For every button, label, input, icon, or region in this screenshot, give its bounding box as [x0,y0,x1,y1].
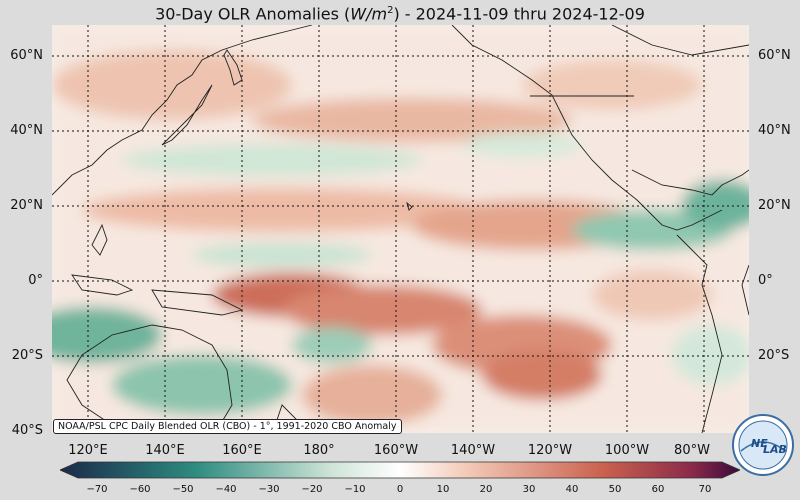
colorbar-tick: 0 [396,484,404,495]
data-source-note: NOAA/PSL CPC Daily Blended OLR (CBO) - 1… [53,419,402,434]
lon-label-120e: 120°E [68,443,108,458]
lon-label-140e: 140°E [145,443,185,458]
title-suffix: ) - 2024-11-09 thru 2024-12-09 [393,4,645,24]
anomaly-field [52,25,749,433]
lat-label-40n-left: 40°N [10,123,43,138]
colorbar-tick: −20 [301,484,323,495]
map-title: 30-Day OLR Anomalies (W/m2) - 2024-11-09… [0,0,800,24]
noaa-psl-logo-icon: NE LAB [732,414,794,476]
lon-label-120w: 120°W [527,443,573,458]
olr-anomaly-map [52,25,749,433]
lat-label-40n-right: 40°N [758,123,791,138]
lat-label-20n-left: 20°N [10,198,43,213]
colorbar-body [60,461,740,479]
colorbar-tick: −60 [129,484,151,495]
lat-label-60n-right: 60°N [758,48,791,63]
lon-label-80w: 80°W [674,443,710,458]
colorbar-tick: −10 [344,484,366,495]
colorbar-tick: 70 [698,484,712,495]
title-unit-power: 2 [387,5,394,16]
colorbar [60,461,740,479]
lat-label-20n-right: 20°N [758,198,791,213]
colorbar-tick: −50 [172,484,194,495]
coastlines [52,25,749,433]
logo-text-bottom: LAB [763,443,787,456]
lon-label-160w: 160°W [373,443,419,458]
map-canvas [52,25,749,433]
lon-label-180: 180° [303,443,335,458]
title-unit: W/m [350,4,388,24]
colorbar-tick: 60 [651,484,665,495]
graticule [52,25,749,433]
colorbar-tick: 40 [565,484,579,495]
lon-label-100w: 100°W [604,443,650,458]
lat-label-eq-left: 0° [28,273,43,288]
lon-label-140w: 140°W [450,443,496,458]
lat-label-40s-left: 40°S [11,423,43,438]
colorbar-tick: −70 [86,484,108,495]
colorbar-tick: −40 [215,484,237,495]
colorbar-tick: 10 [436,484,450,495]
lat-label-60n-left: 60°N [10,48,43,63]
colorbar-tick: 50 [608,484,622,495]
colorbar-tick: 30 [522,484,536,495]
colorbar-tick: −30 [258,484,280,495]
lat-label-eq-right: 0° [758,273,773,288]
logo-text-top: NE [751,437,768,450]
lat-label-20s-right: 20°S [758,348,790,363]
title-prefix: 30-Day OLR Anomalies ( [155,4,351,24]
colorbar-tick: 20 [479,484,493,495]
lat-label-20s-left: 20°S [11,348,43,363]
lon-label-160e: 160°E [222,443,262,458]
